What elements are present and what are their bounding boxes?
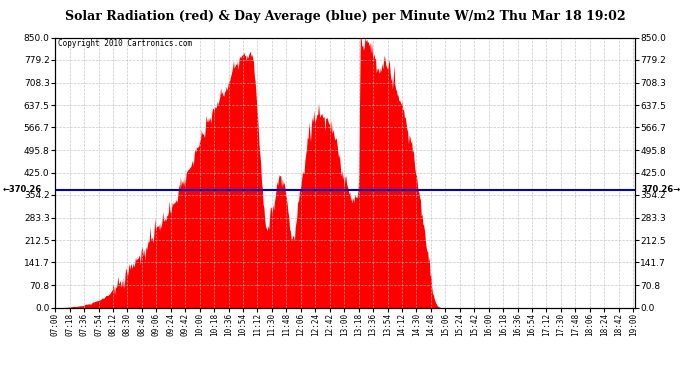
Text: Solar Radiation (red) & Day Average (blue) per Minute W/m2 Thu Mar 18 19:02: Solar Radiation (red) & Day Average (blu… — [65, 10, 625, 23]
Text: 370.26→: 370.26→ — [642, 185, 681, 194]
Text: Copyright 2010 Cartronics.com: Copyright 2010 Cartronics.com — [58, 39, 193, 48]
Text: ←370.26: ←370.26 — [3, 185, 41, 194]
